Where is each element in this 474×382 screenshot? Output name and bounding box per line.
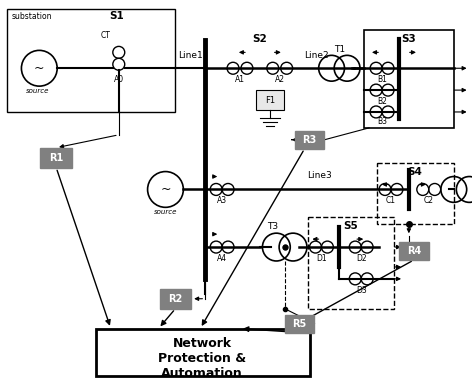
Text: Network: Network: [173, 337, 232, 350]
Text: S1: S1: [109, 11, 124, 21]
Text: F1: F1: [264, 96, 275, 105]
Bar: [285, 315, 314, 332]
Text: D3: D3: [356, 286, 366, 295]
Text: Line1: Line1: [178, 51, 203, 60]
Bar: [308, 217, 394, 309]
Text: C1: C1: [386, 196, 396, 206]
Text: Protection &: Protection &: [158, 352, 246, 365]
Bar: [399, 242, 429, 260]
Bar: [40, 148, 72, 168]
Text: R2: R2: [168, 294, 182, 304]
Bar: [7, 9, 175, 112]
Text: D1: D1: [316, 254, 327, 263]
Text: ~: ~: [160, 183, 171, 196]
Text: S5: S5: [343, 221, 357, 231]
Text: ~: ~: [34, 62, 45, 75]
Text: source: source: [26, 88, 49, 94]
Text: R1: R1: [49, 153, 64, 163]
Text: source: source: [154, 209, 177, 215]
Text: A3: A3: [217, 196, 227, 206]
Text: A2: A2: [275, 75, 285, 84]
Bar: [256, 90, 284, 110]
Text: A0: A0: [114, 75, 124, 84]
Text: Line2: Line2: [305, 51, 329, 60]
Bar: [160, 289, 191, 309]
Text: T1: T1: [334, 45, 346, 54]
Text: T3: T3: [267, 222, 278, 231]
Text: B2: B2: [377, 97, 387, 106]
Text: R5: R5: [292, 319, 307, 329]
Text: A1: A1: [235, 75, 245, 84]
Bar: [96, 329, 310, 376]
Text: D2: D2: [356, 254, 366, 263]
Text: substation: substation: [11, 11, 52, 21]
Text: S2: S2: [253, 34, 267, 44]
Text: A4: A4: [217, 254, 227, 263]
Text: S4: S4: [407, 167, 422, 176]
Text: B1: B1: [377, 75, 387, 84]
Text: Line3: Line3: [308, 170, 332, 180]
Text: R4: R4: [407, 246, 421, 256]
Bar: [377, 163, 454, 224]
Text: CT: CT: [101, 31, 111, 40]
Text: R3: R3: [302, 135, 317, 145]
Bar: [295, 131, 324, 149]
Text: S3: S3: [401, 34, 416, 44]
Text: B3: B3: [377, 117, 387, 126]
Text: Automation: Automation: [161, 367, 243, 380]
Bar: [364, 31, 454, 128]
Text: C2: C2: [424, 196, 434, 206]
